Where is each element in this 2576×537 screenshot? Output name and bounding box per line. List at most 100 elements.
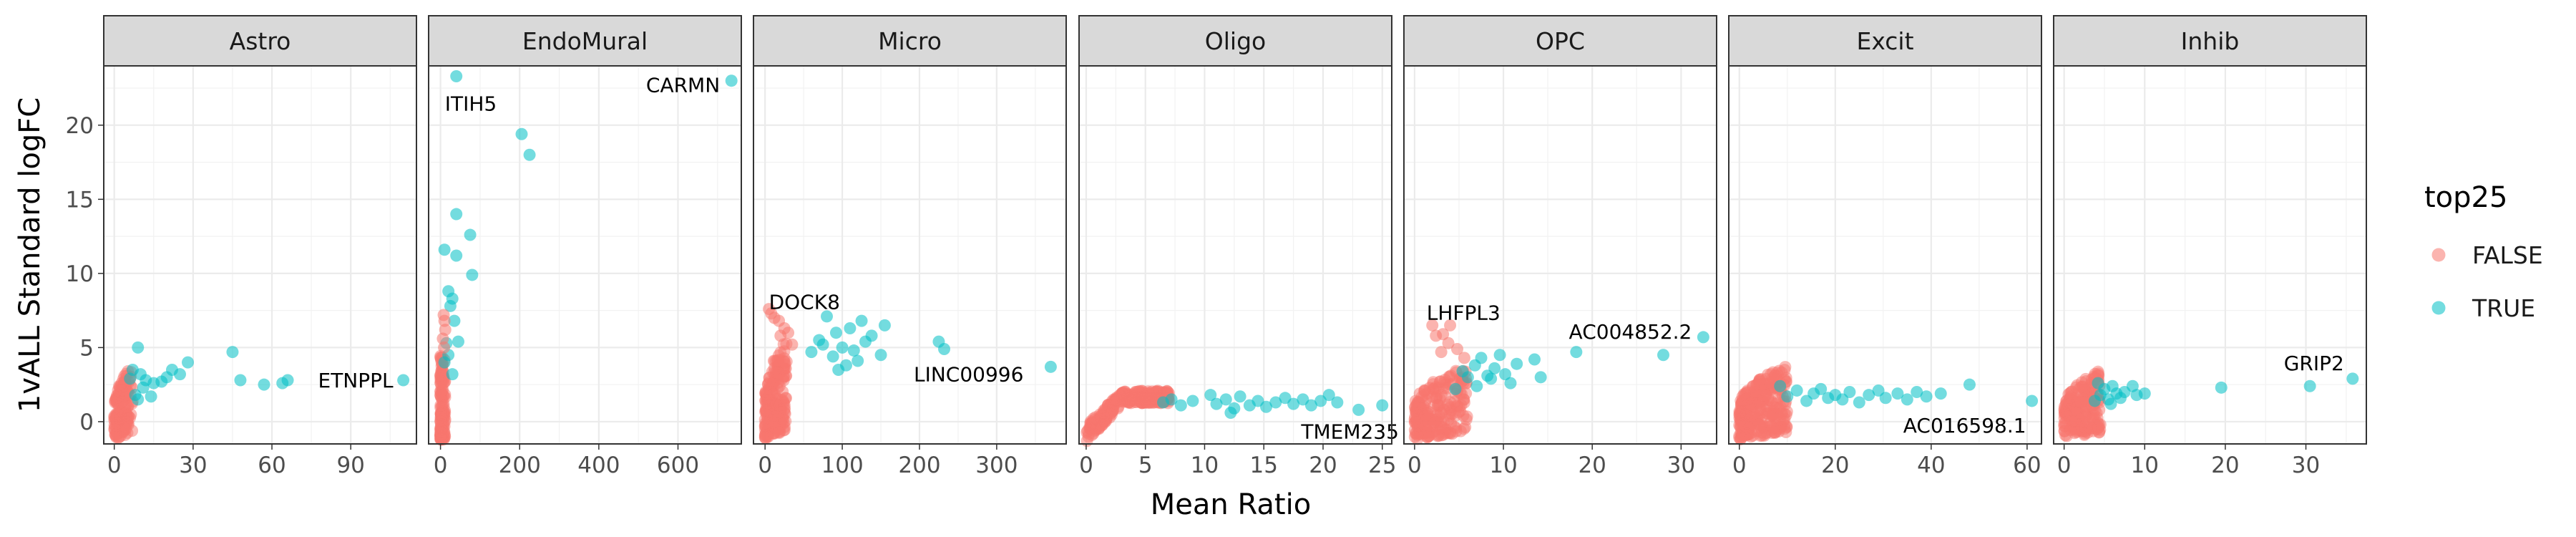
point-true	[1470, 379, 1483, 392]
point-true	[450, 249, 463, 262]
strip-background	[1403, 15, 1717, 67]
point-true	[466, 268, 479, 281]
point-false	[1444, 401, 1457, 414]
point-true	[1934, 387, 1947, 400]
x-tick-label: 0	[2057, 453, 2072, 478]
point-false	[2067, 414, 2079, 427]
point-false	[1410, 398, 1423, 411]
point-false	[117, 424, 130, 437]
point-false	[1421, 405, 1434, 417]
y-axis-title: 1vALL Standard logFC	[14, 97, 47, 412]
point-true	[829, 326, 842, 339]
point-true	[874, 349, 887, 362]
y-tick-label: 20	[66, 113, 94, 139]
point-true	[137, 381, 150, 394]
strip-background	[1728, 15, 2042, 67]
point-false	[1450, 342, 1463, 355]
gene-label: ETNPPL	[318, 369, 394, 392]
point-true	[226, 346, 239, 359]
point-false	[1136, 392, 1148, 405]
panel-background	[2054, 66, 2366, 444]
strip-label: OPC	[1536, 27, 1585, 55]
point-true	[836, 341, 849, 354]
point-true	[1570, 346, 1583, 359]
point-false	[436, 332, 449, 345]
point-true	[1304, 399, 1317, 412]
point-true	[1210, 397, 1223, 410]
point-true	[173, 368, 186, 381]
point-true	[821, 310, 834, 323]
x-tick-label: 25	[1368, 453, 1396, 478]
point-true	[1901, 393, 1913, 406]
point-false	[1752, 377, 1765, 390]
x-tick-label: 20	[1821, 453, 1849, 478]
point-false	[766, 414, 779, 427]
point-true	[515, 127, 528, 140]
point-true	[1287, 397, 1300, 410]
point-true	[1174, 399, 1187, 412]
point-true	[1853, 396, 1865, 409]
x-tick-label: 60	[258, 453, 286, 478]
gene-label: AC016598.1	[1903, 414, 2026, 437]
point-true	[2303, 379, 2316, 392]
point-false	[438, 341, 451, 354]
legend-label-true: TRUE	[2472, 294, 2535, 322]
x-tick-label: 20	[2211, 453, 2239, 478]
point-true	[1863, 389, 1875, 402]
legend-key-false	[2431, 248, 2446, 262]
x-tick-label: 100	[821, 453, 864, 478]
x-tick-label: 30	[179, 453, 207, 478]
x-tick-label: 0	[1407, 453, 1422, 478]
point-true	[878, 319, 891, 332]
y-tick-label: 15	[66, 187, 94, 213]
strip-background	[428, 15, 742, 67]
x-tick-label: 0	[107, 453, 122, 478]
point-false	[437, 425, 450, 438]
panel-background	[1079, 66, 1392, 444]
point-false	[780, 355, 793, 368]
point-false	[1410, 416, 1423, 429]
point-true	[1204, 389, 1217, 402]
point-false	[2064, 391, 2077, 404]
point-true	[2092, 377, 2104, 390]
point-true	[1219, 393, 1232, 406]
point-false	[1095, 418, 1108, 431]
point-true	[450, 208, 463, 221]
point-false	[1758, 429, 1771, 442]
point-true	[2138, 387, 2151, 400]
gene-label: CARMN	[646, 74, 720, 97]
point-true	[1879, 392, 1892, 405]
point-false	[1437, 328, 1450, 341]
point-false	[1741, 392, 1754, 405]
point-false	[1740, 410, 1753, 422]
point-false	[1772, 364, 1785, 377]
point-true	[1504, 377, 1517, 390]
facet-panel-astro: ETNPPL Astro 0 30 60 90	[103, 15, 417, 478]
facet-panel-opc: LHFPL3 AC004852.2 OPC 0 10 20 30	[1403, 15, 1717, 478]
strip-label: Oligo	[1205, 27, 1266, 55]
point-false	[763, 400, 776, 412]
point-true	[1044, 360, 1057, 373]
point-false	[2080, 375, 2093, 388]
y-tick-label: 5	[79, 335, 94, 361]
point-true	[446, 368, 459, 381]
gene-label: DOCK8	[769, 291, 840, 314]
point-true	[1657, 349, 1670, 362]
point-true	[444, 299, 457, 312]
point-true	[1488, 362, 1501, 374]
point-true	[1774, 379, 1787, 392]
point-false	[2070, 426, 2083, 439]
point-true	[234, 374, 247, 387]
legend-label-false: FALSE	[2472, 241, 2543, 269]
point-false	[2062, 405, 2075, 417]
strip-background	[2053, 15, 2367, 67]
facet-panel-excit: AC016598.1 Excit 0 20 40 60	[1728, 15, 2042, 478]
point-false	[1435, 346, 1448, 359]
point-true	[438, 356, 451, 369]
point-true	[1781, 390, 1794, 403]
point-false	[1444, 319, 1457, 332]
facet-panel-oligo: TMEM235 Oligo 0 5 10 15 20 25	[1078, 15, 1399, 478]
point-true	[816, 338, 829, 351]
x-tick-label: 400	[577, 453, 620, 478]
x-tick-label: 0	[1732, 453, 1747, 478]
